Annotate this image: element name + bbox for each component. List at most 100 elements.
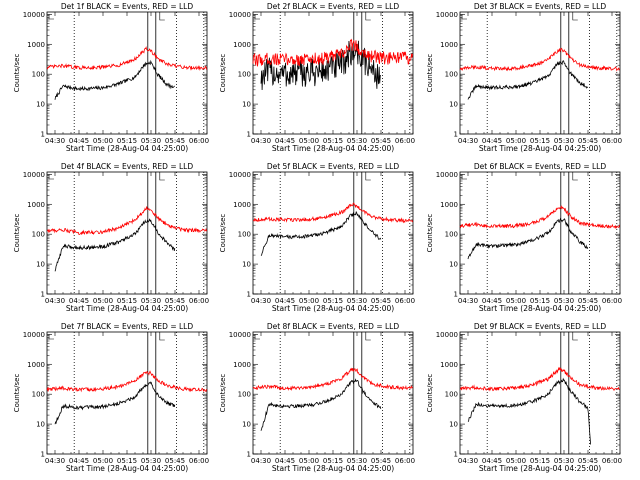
corner-bracket	[461, 174, 467, 180]
x-tick-label: 05:00	[299, 137, 319, 145]
x-tick-label: 05:00	[93, 297, 113, 305]
plot-frame	[252, 331, 414, 455]
y-tick-label: 100	[238, 71, 251, 79]
detector-panel: Det 6f BLACK = Events, RED = LLD 1 10 100 10…	[426, 162, 622, 313]
lld-series-line	[252, 367, 413, 392]
x-tick-label: 05:00	[506, 137, 526, 145]
x-tick-label: 05:30	[554, 457, 574, 465]
y-tick-label: 1	[41, 451, 45, 459]
x-tick-label: 04:30	[45, 457, 65, 465]
x-tick-label: 05:30	[141, 457, 161, 465]
events-series-line	[260, 378, 382, 431]
y-tick-label: 1000	[440, 41, 458, 49]
x-tick-label: 05:15	[323, 297, 343, 305]
corner-bracket	[48, 174, 54, 180]
x-tick-label: 05:45	[371, 457, 391, 465]
x-tick-label: 04:45	[482, 137, 502, 145]
x-tick-label: 05:15	[117, 137, 137, 145]
corner-bracket	[461, 14, 467, 20]
x-axis-label: Start Time (28-Aug-04 04:25:00)	[66, 464, 188, 473]
y-tick-label: 100	[32, 391, 45, 399]
panel-title: Det 4f BLACK = Events, RED = LLD	[61, 162, 194, 171]
y-tick-label: 10000	[229, 331, 251, 339]
x-tick-label: 05:45	[371, 137, 391, 145]
x-tick-label: 04:30	[251, 297, 271, 305]
y-tick-label: 10000	[229, 11, 251, 19]
x-tick-label: 05:45	[578, 297, 598, 305]
y-tick-label: 10	[36, 261, 45, 269]
x-tick-label: 05:15	[323, 137, 343, 145]
lld-series-line	[459, 47, 620, 72]
x-tick-label: 04:45	[275, 137, 295, 145]
y-tick-label: 10	[449, 421, 458, 429]
x-tick-label: 05:00	[299, 457, 319, 465]
y-tick-label: 100	[32, 231, 45, 239]
x-tick-label: 04:45	[69, 297, 89, 305]
events-series-line	[54, 59, 175, 100]
lld-series-line	[46, 46, 207, 71]
y-axis-label: Counts/sec	[219, 214, 227, 253]
panel-title: Det 5f BLACK = Events, RED = LLD	[267, 162, 400, 171]
x-tick-label: 05:45	[371, 297, 391, 305]
interval-bracket	[572, 172, 578, 181]
y-tick-label: 100	[238, 391, 251, 399]
plot-frame	[252, 171, 414, 295]
lld-series-line	[459, 205, 620, 230]
y-axis-label: Counts/sec	[13, 214, 21, 253]
x-tick-label: 04:30	[251, 457, 271, 465]
y-axis-label: Counts/sec	[426, 214, 434, 253]
y-tick-label: 10000	[436, 11, 458, 19]
x-tick-label: 05:00	[506, 457, 526, 465]
detector-panel: Det 8f BLACK = Events, RED = LLD 1 10 100 10…	[219, 322, 415, 473]
interval-bracket	[572, 332, 578, 341]
x-tick-label: 05:15	[323, 457, 343, 465]
plot-frame	[46, 171, 208, 295]
x-axis-label: Start Time (28-Aug-04 04:25:00)	[272, 144, 394, 153]
y-axis-label: Counts/sec	[13, 54, 21, 93]
x-tick-label: 04:30	[45, 297, 65, 305]
y-tick-label: 1	[454, 131, 458, 139]
x-tick-label: 06:00	[189, 297, 209, 305]
y-tick-label: 10000	[436, 331, 458, 339]
lld-series-line	[46, 370, 207, 393]
panel-title: Det 9f BLACK = Events, RED = LLD	[474, 322, 607, 331]
y-tick-label: 1000	[233, 201, 251, 209]
panel-title: Det 7f BLACK = Events, RED = LLD	[61, 322, 194, 331]
y-axis-label: Counts/sec	[426, 374, 434, 413]
y-axis-label: Counts/sec	[219, 374, 227, 413]
x-tick-label: 04:45	[482, 457, 502, 465]
interval-bracket	[365, 172, 371, 181]
corner-bracket	[48, 14, 54, 20]
interval-bracket	[365, 332, 371, 341]
panel-title: Det 1f BLACK = Events, RED = LLD	[61, 2, 194, 11]
y-tick-label: 1000	[233, 361, 251, 369]
x-tick-label: 05:00	[93, 137, 113, 145]
panel-title: Det 3f BLACK = Events, RED = LLD	[474, 2, 607, 11]
events-series-line	[260, 40, 382, 91]
y-tick-label: 10000	[229, 171, 251, 179]
x-axis-label: Start Time (28-Aug-04 04:25:00)	[66, 304, 188, 313]
detector-panel: Det 5f BLACK = Events, RED = LLD 1 10 100 10…	[219, 162, 415, 313]
panel-title: Det 8f BLACK = Events, RED = LLD	[267, 322, 400, 331]
x-axis-label: Start Time (28-Aug-04 04:25:00)	[272, 304, 394, 313]
x-tick-label: 06:00	[602, 137, 622, 145]
y-tick-label: 1000	[233, 41, 251, 49]
y-tick-label: 10	[449, 261, 458, 269]
corner-bracket	[254, 334, 260, 340]
x-axis-label: Start Time (28-Aug-04 04:25:00)	[272, 464, 394, 473]
y-tick-label: 1000	[440, 361, 458, 369]
x-tick-label: 04:30	[458, 297, 478, 305]
x-tick-label: 05:15	[530, 457, 550, 465]
x-tick-label: 05:45	[578, 457, 598, 465]
y-tick-label: 100	[445, 231, 458, 239]
x-tick-label: 05:15	[530, 137, 550, 145]
events-series-line	[467, 59, 589, 100]
events-series-line	[467, 377, 591, 445]
detector-panel: Det 7f BLACK = Events, RED = LLD 1 10 100 10…	[13, 322, 209, 473]
y-axis-label: Counts/sec	[219, 54, 227, 93]
x-tick-label: 05:00	[506, 297, 526, 305]
y-tick-label: 1000	[27, 201, 45, 209]
plot-frame	[459, 11, 621, 135]
x-tick-label: 04:45	[275, 457, 295, 465]
